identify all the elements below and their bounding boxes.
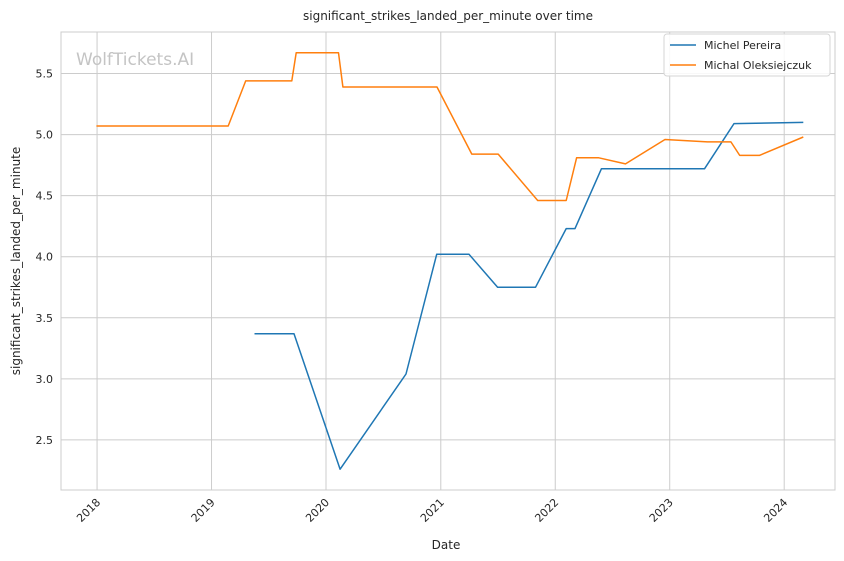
data-point-michel-pereira bbox=[404, 372, 407, 375]
data-point-michal-oleksiejczuk bbox=[729, 140, 732, 143]
data-point-michal-oleksiejczuk bbox=[664, 138, 667, 141]
y-tick-label: 5.5 bbox=[36, 68, 54, 81]
data-point-michal-oleksiejczuk bbox=[341, 85, 344, 88]
data-point-michal-oleksiejczuk bbox=[244, 79, 247, 82]
y-tick-label: 4.5 bbox=[36, 190, 54, 203]
series-line-michel-pereira bbox=[254, 121, 804, 470]
data-point-michel-pereira bbox=[253, 332, 256, 335]
data-point-michel-pereira bbox=[534, 286, 537, 289]
data-point-michal-oleksiejczuk bbox=[738, 154, 741, 157]
data-point-michal-oleksiejczuk bbox=[497, 153, 500, 156]
data-point-michel-pereira bbox=[339, 468, 342, 471]
data-point-michal-oleksiejczuk bbox=[95, 125, 98, 128]
data-point-michel-pereira bbox=[703, 167, 706, 170]
data-point-michal-oleksiejczuk bbox=[436, 85, 439, 88]
data-point-michal-oleksiejczuk bbox=[758, 154, 761, 157]
watermark: WolfTickets.AI bbox=[76, 50, 194, 70]
data-point-michel-pereira bbox=[468, 253, 471, 256]
data-point-michal-oleksiejczuk bbox=[290, 79, 293, 82]
data-point-michal-oleksiejczuk bbox=[565, 199, 568, 202]
legend-box bbox=[663, 33, 831, 77]
data-point-michal-oleksiejczuk bbox=[227, 125, 230, 128]
y-tick-label: 3.0 bbox=[36, 373, 54, 386]
series-line-michal-oleksiejczuk bbox=[96, 52, 804, 202]
chart-title: significant_strikes_landed_per_minute ov… bbox=[303, 9, 593, 23]
plot-area bbox=[60, 31, 836, 491]
data-point-michal-oleksiejczuk bbox=[597, 156, 600, 159]
data-point-michal-oleksiejczuk bbox=[706, 140, 709, 143]
x-gridlines bbox=[96, 32, 785, 490]
y-gridlines bbox=[61, 73, 835, 441]
data-point-michel-pereira bbox=[293, 332, 296, 335]
y-tick-labels: 2.5 3.0 3.5 4.0 4.5 5.0 5.5 bbox=[36, 68, 54, 447]
y-tick-label: 4.0 bbox=[36, 251, 54, 264]
legend-label-michal-oleksiejczuk: Michal Oleksiejczuk bbox=[704, 59, 812, 72]
data-point-michal-oleksiejczuk bbox=[802, 136, 805, 139]
y-tick-label: 3.5 bbox=[36, 312, 54, 325]
data-point-michal-oleksiejczuk bbox=[575, 156, 578, 159]
y-axis-label: significant_strikes_landed_per_minute bbox=[9, 147, 23, 376]
data-point-michal-oleksiejczuk bbox=[624, 162, 627, 165]
data-point-michel-pereira bbox=[600, 167, 603, 170]
data-point-michel-pereira bbox=[802, 121, 805, 124]
data-point-michal-oleksiejczuk bbox=[337, 51, 340, 54]
y-tick-label: 2.5 bbox=[36, 434, 54, 447]
x-axis-label: Date bbox=[432, 538, 461, 552]
series-lines bbox=[95, 51, 805, 471]
legend-label-michel-pereira: Michel Pereira bbox=[704, 39, 781, 52]
data-point-michel-pereira bbox=[496, 286, 499, 289]
data-point-michel-pereira bbox=[733, 122, 736, 125]
data-point-michel-pereira bbox=[574, 227, 577, 230]
y-tick-label: 5.0 bbox=[36, 129, 54, 142]
legend: Michel Pereira Michal Oleksiejczuk bbox=[663, 33, 831, 77]
data-point-michel-pereira bbox=[435, 253, 438, 256]
data-point-michal-oleksiejczuk bbox=[536, 199, 539, 202]
data-point-michal-oleksiejczuk bbox=[295, 51, 298, 54]
data-point-michal-oleksiejczuk bbox=[470, 153, 473, 156]
data-point-michel-pereira bbox=[565, 227, 568, 230]
